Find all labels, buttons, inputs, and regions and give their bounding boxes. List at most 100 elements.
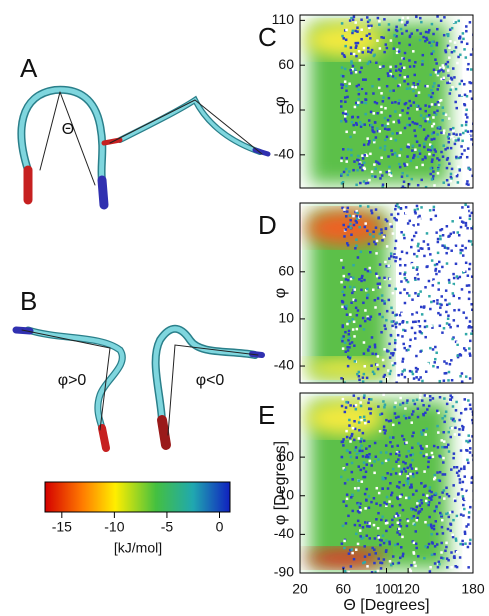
heatmap-cell <box>390 149 393 152</box>
heatmap-cell <box>354 404 358 407</box>
heatmap-cell <box>374 352 378 356</box>
heatmap-cell <box>384 43 388 46</box>
heatmap-cell <box>422 345 426 349</box>
heatmap-cell <box>445 166 449 170</box>
heatmap-cell <box>466 205 470 209</box>
heatmap-cell <box>468 209 471 213</box>
heatmap-cell <box>372 130 376 134</box>
heatmap-cell <box>398 162 401 166</box>
heatmap-cell <box>349 218 352 222</box>
heatmap-cell <box>467 523 470 526</box>
heatmap-cell <box>445 557 449 560</box>
heatmap-cell <box>438 99 442 103</box>
heatmap-cell <box>443 497 446 500</box>
heatmap-cell <box>441 118 444 122</box>
heatmap-cell <box>376 161 380 164</box>
heatmap-cell <box>414 86 417 89</box>
heatmap-cell <box>376 282 380 286</box>
heatmap-cell <box>447 370 451 374</box>
heatmap-cell <box>352 52 356 56</box>
heatmap-cell <box>403 467 406 471</box>
heatmap-cell <box>373 471 376 475</box>
heatmap-cell <box>377 536 381 539</box>
heatmap-cell <box>452 294 456 298</box>
heatmap-cell <box>359 324 362 328</box>
heatmap-cell <box>365 34 369 37</box>
heatmap-cell <box>428 105 431 108</box>
heatmap-cell <box>445 362 448 365</box>
heatmap-cell <box>375 101 379 105</box>
heatmap-cell <box>445 303 449 307</box>
heatmap-cell <box>344 38 348 42</box>
heatmap-cell <box>448 511 452 514</box>
heatmap-cell <box>356 372 359 376</box>
heatmap-cell <box>362 467 366 470</box>
heatmap-cell <box>431 125 434 128</box>
heatmap-cell <box>372 92 375 95</box>
heatmap-cell <box>427 404 431 408</box>
heatmap-cell <box>466 271 470 274</box>
heatmap-cell <box>419 32 422 35</box>
heatmap-cell <box>400 373 404 376</box>
heatmap-cell <box>354 306 358 310</box>
heatmap-cell <box>414 278 417 282</box>
heatmap-cell <box>361 51 364 54</box>
heatmap-cell <box>418 144 421 147</box>
heatmap-cell <box>434 150 437 153</box>
heatmap-cell <box>359 181 362 185</box>
heatmap-cell <box>400 312 404 316</box>
heatmap-cell <box>398 503 402 507</box>
heatmap-cell <box>359 529 362 532</box>
heatmap-cell <box>398 113 402 117</box>
heatmap-cell <box>422 306 426 309</box>
heatmap-cell <box>454 100 457 104</box>
heatmap-cell <box>395 25 398 29</box>
heatmap-cell <box>373 345 377 349</box>
heatmap-cell <box>416 266 419 269</box>
heatmap-cell <box>448 399 452 403</box>
heatmap-cell <box>392 436 395 439</box>
heatmap-cell <box>387 264 390 268</box>
heatmap-cell <box>412 84 416 88</box>
heatmap-cell <box>344 522 348 525</box>
heatmap-cell <box>416 207 419 211</box>
heatmap-cell <box>369 407 373 411</box>
heatmap-cell <box>389 255 393 258</box>
heatmap-cell <box>349 404 352 407</box>
heatmap-cell <box>430 145 434 148</box>
heatmap-cell <box>420 224 423 227</box>
heatmap-cell <box>449 172 453 176</box>
heatmap-cell <box>366 181 370 185</box>
heatmap-cell <box>389 252 393 255</box>
heatmap-cell <box>468 262 472 266</box>
heatmap-cell <box>395 485 399 488</box>
heatmap-cell <box>362 180 366 183</box>
heatmap-cell <box>346 243 350 247</box>
heatmap-cell <box>445 492 449 496</box>
heatmap-cell <box>463 497 466 500</box>
heatmap-cell <box>429 307 432 311</box>
heatmap-cell <box>459 248 462 252</box>
heatmap-cell <box>365 447 368 450</box>
heatmap-cell <box>367 401 370 405</box>
heatmap-cell <box>419 393 422 396</box>
heatmap-cell <box>374 175 377 178</box>
heatmap-cell <box>402 328 405 332</box>
heatmap-cell <box>394 259 397 263</box>
heatmap-cell <box>464 246 467 250</box>
heatmap-cell <box>381 534 385 537</box>
heatmap-cell <box>420 332 424 335</box>
heatmap-cell <box>388 284 391 287</box>
heatmap-cell <box>469 90 472 93</box>
heatmap-cell <box>356 41 360 45</box>
heatmap-cell <box>460 40 463 44</box>
heatmap-cell <box>425 247 429 250</box>
heatmap-cell <box>456 242 459 245</box>
heatmap-cell <box>459 156 462 159</box>
heatmap-cell <box>372 230 375 234</box>
heatmap-cell <box>444 289 448 292</box>
heatmap-cell <box>406 155 409 158</box>
heatmap-cell <box>403 442 407 445</box>
heatmap-cell <box>443 244 446 248</box>
heatmap-cell <box>469 505 472 509</box>
